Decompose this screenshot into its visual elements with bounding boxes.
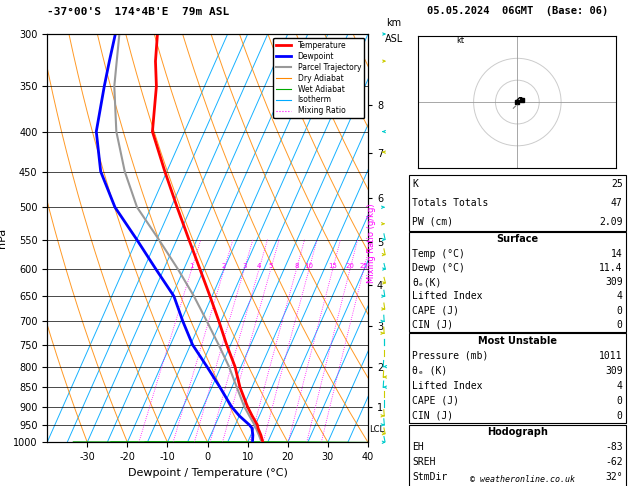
Text: 0: 0 bbox=[617, 306, 623, 315]
Text: CIN (J): CIN (J) bbox=[412, 320, 453, 330]
Text: Dewp (°C): Dewp (°C) bbox=[412, 263, 465, 273]
Text: 1: 1 bbox=[189, 263, 194, 269]
Text: θₑ (K): θₑ (K) bbox=[412, 366, 447, 376]
Text: -37°00'S  174°4B'E  79m ASL: -37°00'S 174°4B'E 79m ASL bbox=[47, 7, 230, 17]
Text: 14: 14 bbox=[611, 249, 623, 259]
Text: 8: 8 bbox=[294, 263, 299, 269]
Text: Most Unstable: Most Unstable bbox=[478, 336, 557, 346]
Y-axis label: hPa: hPa bbox=[0, 228, 8, 248]
Text: 309: 309 bbox=[605, 366, 623, 376]
Text: Pressure (mb): Pressure (mb) bbox=[412, 351, 488, 361]
Text: 5: 5 bbox=[269, 263, 273, 269]
Text: 4: 4 bbox=[257, 263, 261, 269]
Text: 10: 10 bbox=[304, 263, 314, 269]
Text: 25: 25 bbox=[611, 179, 623, 189]
Text: kt: kt bbox=[456, 36, 464, 45]
Text: LCL: LCL bbox=[369, 425, 384, 434]
Text: 11.4: 11.4 bbox=[599, 263, 623, 273]
Text: 05.05.2024  06GMT  (Base: 06): 05.05.2024 06GMT (Base: 06) bbox=[426, 5, 608, 16]
Text: ASL: ASL bbox=[384, 34, 403, 44]
Text: 1011: 1011 bbox=[599, 351, 623, 361]
Text: 0: 0 bbox=[617, 320, 623, 330]
Text: 47: 47 bbox=[611, 198, 623, 208]
Text: 309: 309 bbox=[605, 277, 623, 287]
Text: Mixing Ratio (g/kg): Mixing Ratio (g/kg) bbox=[367, 203, 376, 283]
Text: PW (cm): PW (cm) bbox=[412, 217, 453, 226]
Text: K: K bbox=[412, 179, 418, 189]
Text: 15: 15 bbox=[328, 263, 337, 269]
Text: Lifted Index: Lifted Index bbox=[412, 291, 482, 301]
Text: 25: 25 bbox=[359, 263, 368, 269]
Text: 32°: 32° bbox=[605, 472, 623, 483]
Text: 2: 2 bbox=[222, 263, 226, 269]
Text: km: km bbox=[386, 18, 401, 28]
Text: Surface: Surface bbox=[496, 234, 538, 244]
Text: θₑ(K): θₑ(K) bbox=[412, 277, 442, 287]
Text: 0: 0 bbox=[617, 411, 623, 421]
Text: -62: -62 bbox=[605, 457, 623, 468]
Text: StmDir: StmDir bbox=[412, 472, 447, 483]
Text: 3: 3 bbox=[242, 263, 247, 269]
Text: CAPE (J): CAPE (J) bbox=[412, 306, 459, 315]
Legend: Temperature, Dewpoint, Parcel Trajectory, Dry Adiabat, Wet Adiabat, Isotherm, Mi: Temperature, Dewpoint, Parcel Trajectory… bbox=[273, 38, 364, 119]
Text: Totals Totals: Totals Totals bbox=[412, 198, 488, 208]
Text: Temp (°C): Temp (°C) bbox=[412, 249, 465, 259]
X-axis label: Dewpoint / Temperature (°C): Dewpoint / Temperature (°C) bbox=[128, 468, 287, 478]
Text: 0: 0 bbox=[617, 396, 623, 406]
Text: © weatheronline.co.uk: © weatheronline.co.uk bbox=[470, 474, 574, 484]
Text: Hodograph: Hodograph bbox=[487, 427, 548, 437]
Text: -83: -83 bbox=[605, 442, 623, 452]
Text: 4: 4 bbox=[617, 381, 623, 391]
Text: 4: 4 bbox=[617, 291, 623, 301]
Text: SREH: SREH bbox=[412, 457, 435, 468]
Text: CIN (J): CIN (J) bbox=[412, 411, 453, 421]
Text: 20: 20 bbox=[345, 263, 355, 269]
Text: EH: EH bbox=[412, 442, 424, 452]
Text: Lifted Index: Lifted Index bbox=[412, 381, 482, 391]
Text: CAPE (J): CAPE (J) bbox=[412, 396, 459, 406]
Text: 2.09: 2.09 bbox=[599, 217, 623, 226]
